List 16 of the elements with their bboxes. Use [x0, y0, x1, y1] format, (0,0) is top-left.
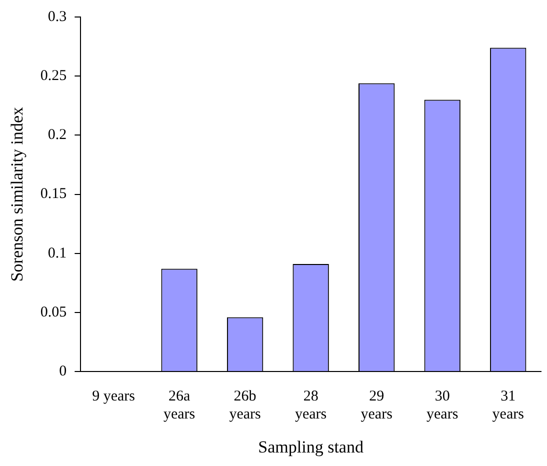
x-tick-label: 9 years: [92, 388, 136, 405]
x-axis-title: Sampling stand: [258, 437, 364, 456]
x-tick-label: 26b years: [229, 388, 262, 423]
y-tick-label: 0.05: [40, 304, 67, 320]
x-tick-label: 28 years: [294, 388, 327, 423]
y-axis-title: Sorenson similarity index: [8, 106, 27, 282]
y-tick-label: 0.15: [40, 186, 67, 202]
y-tick-label: 0.25: [40, 68, 67, 84]
x-tick-label: 31 years: [492, 388, 524, 423]
x-tick-label: 29 years: [360, 388, 393, 423]
y-tick-label: 0.2: [48, 127, 67, 144]
y-tick-label: 0.3: [48, 8, 67, 25]
x-tick-label: 30 years: [426, 388, 458, 423]
x-tick-label: 26a years: [163, 388, 196, 423]
y-tick-label: 0.1: [48, 245, 67, 262]
y-tick-label: 0: [59, 364, 67, 380]
